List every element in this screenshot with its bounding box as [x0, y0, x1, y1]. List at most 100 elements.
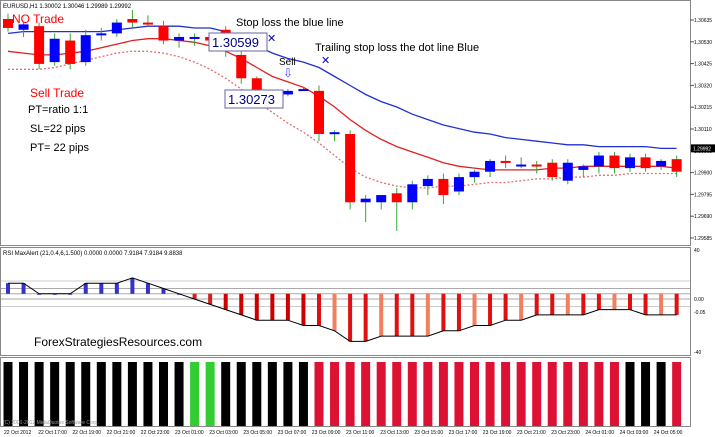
rsi-bar [99, 283, 104, 294]
histogram-bar [501, 362, 511, 426]
time-tick-label: 23 Oct 13:00 [380, 430, 409, 436]
rsi-bar [441, 293, 446, 331]
candle-body [96, 33, 107, 36]
cross-marker-2: ✕ [321, 54, 330, 67]
candle-body [547, 162, 558, 178]
sell-label: Sell [279, 57, 296, 68]
candle-body [345, 133, 356, 203]
rsi-bar [565, 293, 570, 315]
histogram-bar [625, 362, 635, 426]
histogram-bar [656, 362, 666, 426]
time-tick-label: 23 Oct 15:00 [414, 430, 443, 436]
rsi-bar [21, 283, 26, 294]
rsi-bar [254, 293, 259, 321]
histogram-bar [516, 362, 526, 426]
candle-body [111, 22, 122, 34]
time-tick-label: 23 Oct 07:00 [278, 430, 307, 436]
histogram-bar [532, 362, 542, 426]
rsi-bar [114, 283, 119, 294]
candle-body [500, 160, 511, 163]
histogram-layer [3, 362, 682, 426]
candle-body [158, 26, 169, 41]
candle-body [609, 155, 620, 169]
candle-body [438, 178, 449, 196]
price-tick-label: 1.30530 [694, 40, 712, 46]
histogram-bar [236, 362, 246, 426]
histogram-bar [143, 362, 153, 426]
histogram-bar [127, 362, 137, 426]
histogram-bar [298, 362, 308, 426]
time-tick-label: 24 Oct 05:00 [654, 430, 683, 436]
price-box-2-frame [224, 89, 284, 109]
time-tick-label: 23 Oct 01:00 [175, 430, 204, 436]
price-tick-label: 1.30110 [694, 127, 712, 133]
time-tick-label: 23 Oct 19:00 [483, 430, 512, 436]
pt-label: PT= 22 pips [30, 142, 90, 154]
rsi-bar [674, 293, 679, 315]
time-tick-label: 23 Oct 17:00 [449, 430, 478, 436]
rsi-bar [223, 293, 228, 310]
rsi-line [8, 277, 677, 342]
histogram-bar [438, 362, 448, 426]
histogram-bar [563, 362, 573, 426]
histogram-bar [594, 362, 604, 426]
histogram-bar [267, 362, 277, 426]
rsi-bar [208, 293, 213, 305]
pt-ratio-label: PT=ratio 1:1 [28, 104, 88, 116]
sell-trade-label: Sell Trade [30, 86, 84, 100]
candle-body [671, 159, 682, 172]
histogram-bar [547, 362, 557, 426]
rsi-bar [301, 293, 306, 326]
price-tick-label: 1.29795 [694, 192, 712, 198]
candle-body [49, 38, 60, 63]
time-tick-label: 23 Oct 09:00 [312, 430, 341, 436]
histogram-bar [81, 362, 91, 426]
candle-body [18, 24, 29, 30]
price-panel-frame [0, 0, 691, 246]
rsi-tick-label: 0.00 [694, 297, 704, 303]
time-tick-label: 23 Oct 05:00 [243, 430, 272, 436]
histogram-bar [252, 362, 262, 426]
histogram-bar [672, 362, 682, 426]
candle-body [142, 22, 153, 25]
histogram-bar [407, 362, 417, 426]
candle-body [516, 164, 527, 167]
histogram-bar [361, 362, 371, 426]
candle-body [329, 132, 340, 135]
histogram-bar [345, 362, 355, 426]
price-tick-label: 1.30215 [694, 105, 712, 111]
histogram-bar [65, 362, 75, 426]
rsi-bar [285, 293, 290, 321]
rsi-bar [488, 293, 493, 326]
candle-body [531, 164, 542, 167]
price-tick-label: 1.29690 [694, 214, 712, 220]
rsi-bar [363, 293, 368, 342]
rsi-bar [581, 293, 586, 315]
rsi-tick-label: -0.05 [694, 310, 706, 316]
time-tick-label: 23 Oct 11:00 [346, 430, 374, 436]
trailing-stop-label: Trailing stop loss the dot line Blue [315, 42, 479, 54]
rsi-bar [192, 293, 197, 300]
time-tick-label: 22 Oct 2012 [4, 430, 31, 436]
copyright: (C) 2001-2012 MetaQuotes Software Corp. [3, 420, 99, 426]
rsi-bar [612, 293, 617, 310]
rsi-header: RSI MaxAlert (21,0.4,6,1.500) 0.0000 0.0… [3, 251, 183, 257]
rsi-bar [161, 288, 166, 294]
histogram-bar [19, 362, 29, 426]
candle-body [236, 54, 247, 79]
histogram-bar [159, 362, 168, 426]
candle-body [65, 40, 76, 64]
time-tick-label: 23 Oct 21:00 [517, 430, 546, 436]
rsi-bar [348, 293, 353, 342]
histogram-bar [376, 362, 386, 426]
histogram-bar [96, 362, 106, 426]
price-box-2: 1.30273 [228, 92, 275, 107]
rsi-tick-label: 40 [694, 248, 700, 254]
time-tick-label: 22 Oct 17:00 [38, 430, 67, 436]
rsi-bar [317, 293, 321, 326]
candle-body [625, 157, 635, 169]
histogram-bar [578, 362, 588, 426]
price-tick-label: 1.30425 [694, 62, 712, 68]
rsi-bar [130, 277, 135, 294]
rsi-panel-frame [0, 247, 691, 356]
